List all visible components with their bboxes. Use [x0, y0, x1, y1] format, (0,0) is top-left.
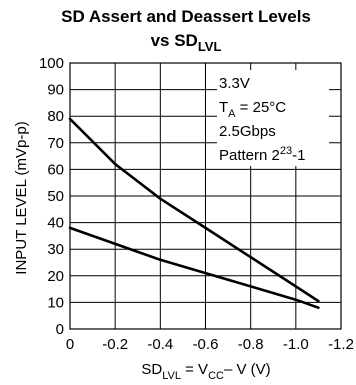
y-tick-label: 80: [47, 108, 64, 125]
y-tick-label: 100: [39, 55, 64, 72]
x-tick-label: -0.2: [102, 336, 128, 353]
x-tick-label: -1.0: [283, 336, 309, 353]
x-tick-label: -1.2: [328, 336, 354, 353]
x-axis-label: SDLVL = VCC– V (V): [141, 361, 270, 382]
x-ticks: 0 -0.2 -0.4 -0.6 -0.8 -1.0 -1.2: [66, 336, 354, 353]
chart-title: SD Assert and Deassert Levels: [61, 7, 311, 26]
y-tick-label: 20: [47, 268, 64, 285]
condition-annotation: 3.3V TA = 25°C 2.5Gbps Pattern 223-1: [219, 75, 305, 164]
y-tick-label: 0: [56, 321, 64, 338]
series-line-2: [68, 226, 320, 310]
y-tick-label: 60: [47, 161, 64, 178]
series-layer: [68, 117, 320, 310]
y-tick-label: 40: [47, 215, 64, 232]
x-tick-label: -0.8: [238, 336, 264, 353]
annotation-pattern: Pattern 223-1: [219, 145, 305, 164]
annotation-datarate: 2.5Gbps: [219, 123, 276, 140]
y-tick-label: 30: [47, 241, 64, 258]
y-tick-label: 70: [47, 135, 64, 152]
x-tick-label: -0.6: [193, 336, 219, 353]
x-tick-label: 0: [66, 336, 74, 353]
series-line-1: [68, 117, 320, 303]
y-tick-label: 10: [47, 294, 64, 311]
y-axis-label: INPUT LEVEL (mVp-p): [13, 121, 30, 274]
annotation-voltage: 3.3V: [219, 75, 250, 92]
y-tick-label: 50: [47, 188, 64, 205]
x-tick-label: -0.4: [147, 336, 173, 353]
annotation-background: [217, 70, 329, 166]
plot-frame: [69, 62, 342, 330]
annotation-temperature: TA = 25°C: [219, 99, 286, 120]
chart-subtitle: vs SDLVL: [151, 31, 222, 54]
y-tick-label: 90: [47, 82, 64, 99]
